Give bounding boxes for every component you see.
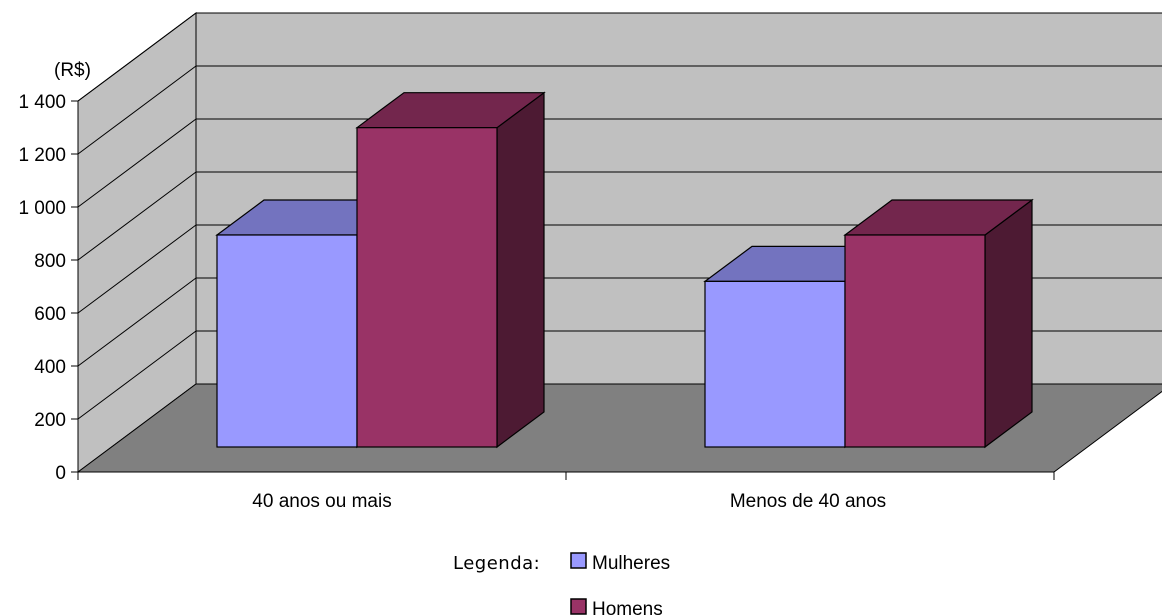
y-tick-label: 600: [34, 304, 66, 325]
bar-side-face: [496, 91, 545, 449]
bar-front-face: [844, 234, 986, 448]
gridline: [77, 12, 197, 102]
x-category-label: 40 anos ou mais: [252, 491, 391, 512]
legend-swatch: [570, 598, 587, 615]
bar-homens: [355, 91, 546, 449]
gridline: [77, 171, 197, 261]
x-category-label: Menos de 40 anos: [730, 491, 886, 512]
y-tick-label: 0: [55, 463, 66, 484]
gridline: [77, 330, 197, 420]
gridline: [77, 277, 197, 367]
y-tick-label: 400: [34, 357, 66, 378]
bar-front-face: [356, 127, 498, 448]
legend-label: Mulheres: [592, 553, 670, 574]
gridline: [77, 224, 197, 314]
y-tick-label: 800: [34, 251, 66, 272]
y-tick-label: 1 000: [18, 198, 66, 219]
bars: [215, 91, 1034, 449]
gridline: [77, 65, 197, 155]
y-tick-label: 1 200: [18, 145, 66, 166]
bar-front-face: [704, 280, 846, 448]
y-axis-ticks: 0 200 400 600 800 1 000 1 200 1 400: [18, 92, 78, 484]
x-axis-labels: 40 anos ou mais Menos de 40 anos: [252, 491, 886, 512]
y-axis-unit-label: (R$): [54, 60, 91, 81]
legend-swatch: [570, 552, 587, 569]
gridline: [77, 118, 197, 208]
legend-label: Homens: [592, 599, 663, 616]
legend: Legenda: Mulheres Homens: [453, 552, 670, 616]
bar-homens: [843, 198, 1034, 449]
axes: [77, 101, 1055, 480]
y-tick-label: 1 400: [18, 92, 66, 113]
bar-front-face: [216, 234, 358, 448]
bar-side-face: [984, 198, 1033, 449]
y-tick-label: 200: [34, 410, 66, 431]
legend-title: Legenda:: [453, 553, 540, 574]
